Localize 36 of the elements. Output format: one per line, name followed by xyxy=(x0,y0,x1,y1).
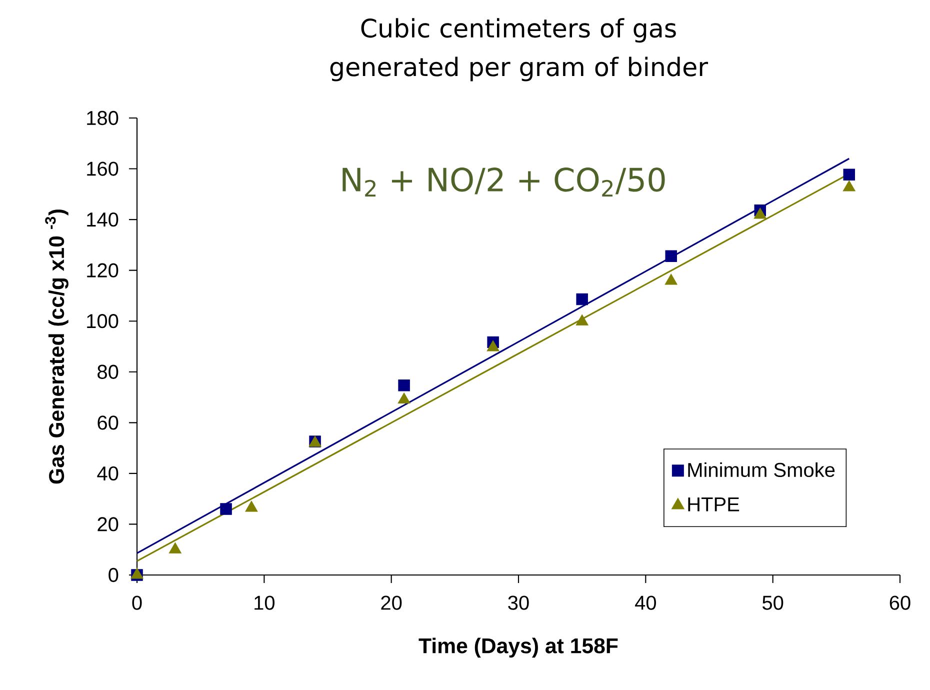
point xyxy=(398,392,410,404)
y-tick-label: 0 xyxy=(108,568,118,582)
legend-label: HTPE xyxy=(688,498,740,512)
y-tick-label: 80 xyxy=(98,364,118,379)
y-tick-label: 160 xyxy=(87,162,118,176)
x-tick-label: 10 xyxy=(254,596,274,610)
x-tick-label: 30 xyxy=(508,596,529,610)
y-tick-label: 40 xyxy=(97,466,118,481)
chart-title: Cubic centimeters of gas generated per gram of binder xyxy=(330,18,708,82)
y-tick-label: 60 xyxy=(98,416,118,430)
point xyxy=(665,250,677,262)
y-tick-label: 100 xyxy=(87,314,118,328)
point xyxy=(576,314,588,326)
point xyxy=(168,542,182,554)
point xyxy=(842,180,856,192)
point xyxy=(220,503,232,515)
x-tick-label: 0 xyxy=(132,596,142,610)
y-tick-label: 120 xyxy=(87,263,118,278)
point xyxy=(398,379,410,392)
x-axis-title: Time (Days) at 158F xyxy=(418,638,618,658)
y-axis-title: Gas Generated (cc/g x10 $^{-3}$) xyxy=(45,210,68,484)
point xyxy=(486,340,500,352)
x-tick-label: 60 xyxy=(890,596,910,610)
legend-label: Minimum Smoke xyxy=(688,462,835,478)
x-tick-label: 40 xyxy=(635,596,656,610)
point xyxy=(576,293,588,306)
point xyxy=(843,168,856,180)
point xyxy=(245,500,258,512)
y-tick-label: 180 xyxy=(87,110,118,126)
point xyxy=(754,208,766,219)
y-tick-label: 20 xyxy=(98,517,118,532)
annotation: N$_{2}$ + NO/2 + CO$_{2}$/50 xyxy=(342,168,665,196)
y-tick-label: 140 xyxy=(87,212,118,227)
x-tick-label: 20 xyxy=(381,596,402,610)
point xyxy=(664,274,678,285)
x-tick-label: 50 xyxy=(762,596,784,610)
